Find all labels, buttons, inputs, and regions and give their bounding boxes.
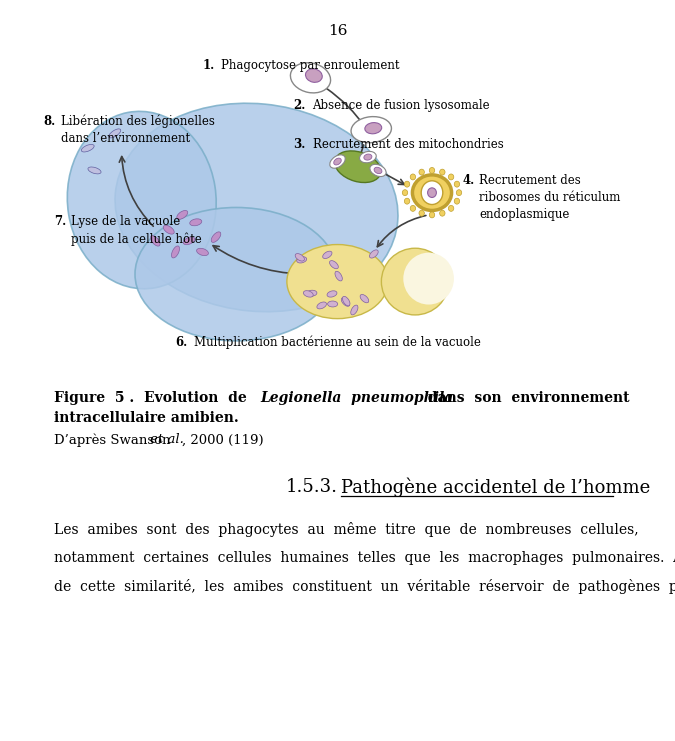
Ellipse shape: [115, 103, 398, 312]
Text: 4.: 4.: [462, 174, 475, 187]
Text: dans  son  environnement: dans son environnement: [418, 391, 630, 405]
Ellipse shape: [183, 237, 195, 245]
Ellipse shape: [177, 210, 188, 219]
Ellipse shape: [317, 302, 327, 309]
Ellipse shape: [171, 246, 180, 258]
Text: Absence de fusion lysosomale: Absence de fusion lysosomale: [313, 99, 490, 112]
Text: Multiplication bactérienne au sein de la vacuole: Multiplication bactérienne au sein de la…: [194, 336, 481, 349]
Ellipse shape: [211, 232, 221, 242]
Ellipse shape: [342, 296, 350, 306]
Ellipse shape: [335, 271, 342, 281]
Ellipse shape: [109, 129, 121, 138]
Ellipse shape: [364, 154, 372, 160]
Ellipse shape: [329, 261, 338, 269]
Ellipse shape: [88, 167, 101, 174]
Circle shape: [439, 210, 445, 216]
Text: , 2000 (119): , 2000 (119): [182, 433, 264, 447]
Ellipse shape: [427, 187, 436, 197]
Ellipse shape: [306, 69, 322, 82]
Circle shape: [429, 212, 435, 218]
Circle shape: [419, 210, 425, 216]
Circle shape: [410, 205, 416, 211]
Ellipse shape: [82, 144, 94, 152]
Ellipse shape: [287, 245, 388, 319]
Text: Phagocytose par enroulement: Phagocytose par enroulement: [221, 59, 400, 72]
Circle shape: [410, 174, 416, 180]
Ellipse shape: [374, 167, 382, 173]
Ellipse shape: [327, 301, 338, 307]
Ellipse shape: [295, 253, 304, 261]
Ellipse shape: [323, 251, 332, 259]
Ellipse shape: [351, 116, 391, 143]
Text: 6.: 6.: [176, 336, 188, 349]
Text: Pathogène accidentel de l’homme: Pathogène accidentel de l’homme: [341, 478, 650, 497]
Ellipse shape: [330, 155, 345, 168]
Text: 8.: 8.: [44, 115, 56, 128]
Circle shape: [404, 198, 410, 204]
Text: Figure  5 .  Evolution  de: Figure 5 . Evolution de: [54, 391, 256, 405]
Ellipse shape: [68, 111, 216, 289]
Text: Recrutement des mitochondries: Recrutement des mitochondries: [313, 138, 504, 151]
Ellipse shape: [351, 305, 358, 315]
Text: 1.: 1.: [202, 59, 215, 72]
Ellipse shape: [297, 256, 306, 263]
Ellipse shape: [196, 248, 209, 256]
Circle shape: [404, 182, 410, 187]
Text: 1.5.3.: 1.5.3.: [286, 478, 338, 496]
Text: 16: 16: [328, 24, 347, 38]
Ellipse shape: [365, 122, 381, 134]
Ellipse shape: [360, 294, 369, 303]
Circle shape: [448, 205, 454, 211]
Text: Libération des légionelles
dans l’environnement: Libération des légionelles dans l’enviro…: [61, 115, 215, 145]
Text: Les  amibes  sont  des  phagocytes  au  même  titre  que  de  nombreuses  cellul: Les amibes sont des phagocytes au même t…: [54, 522, 639, 537]
Ellipse shape: [135, 207, 338, 341]
Circle shape: [419, 169, 425, 175]
Text: Legionella  pneumophila: Legionella pneumophila: [260, 391, 453, 405]
Circle shape: [454, 182, 460, 187]
Ellipse shape: [303, 290, 313, 297]
Ellipse shape: [327, 290, 337, 297]
Text: intracellulaire amibien.: intracellulaire amibien.: [54, 411, 239, 425]
Ellipse shape: [381, 248, 449, 315]
Text: et al.: et al.: [150, 433, 184, 447]
Ellipse shape: [370, 165, 386, 176]
Ellipse shape: [333, 158, 342, 165]
Text: 2.: 2.: [294, 99, 306, 112]
Ellipse shape: [151, 236, 160, 246]
Circle shape: [439, 169, 445, 175]
Ellipse shape: [412, 175, 452, 210]
Ellipse shape: [403, 253, 454, 305]
Text: D’après Swanson: D’après Swanson: [54, 433, 175, 447]
Ellipse shape: [360, 151, 376, 163]
Ellipse shape: [421, 181, 443, 205]
Ellipse shape: [335, 151, 381, 182]
Text: Lyse de la vacuole
puis de la cellule hôte: Lyse de la vacuole puis de la cellule hô…: [71, 215, 202, 245]
Circle shape: [448, 174, 454, 180]
Ellipse shape: [369, 250, 378, 258]
Text: notamment  certaines  cellules  humaines  telles  que  les  macrophages  pulmona: notamment certaines cellules humaines te…: [54, 551, 675, 565]
Ellipse shape: [290, 63, 331, 93]
Text: 7.: 7.: [54, 215, 66, 228]
Ellipse shape: [342, 298, 350, 306]
Circle shape: [454, 198, 460, 204]
Text: 3.: 3.: [294, 138, 306, 151]
Ellipse shape: [307, 290, 317, 296]
Circle shape: [402, 190, 408, 196]
Ellipse shape: [190, 219, 202, 226]
Circle shape: [429, 167, 435, 173]
Text: de  cette  similarité,  les  amibes  constituent  un  véritable  réservoir  de  : de cette similarité, les amibes constitu…: [54, 579, 675, 594]
Circle shape: [456, 190, 462, 196]
Ellipse shape: [163, 225, 174, 234]
Text: Recrutement des
ribosomes du réticulum
endoplasmique: Recrutement des ribosomes du réticulum e…: [479, 174, 620, 221]
